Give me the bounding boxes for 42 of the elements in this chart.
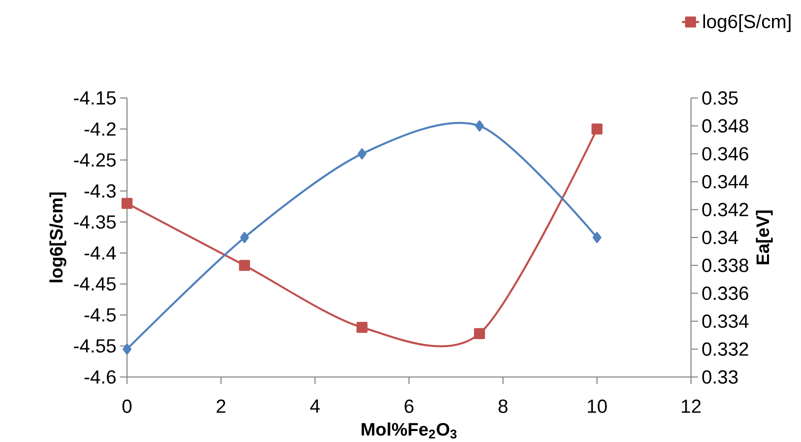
y2-tick-label: 0.332 bbox=[702, 342, 748, 356]
y-tick-label: -4.55 bbox=[74, 339, 116, 353]
y-tick-label: -4.3 bbox=[84, 184, 116, 198]
point bbox=[592, 232, 602, 243]
x-tick-label: 6 bbox=[404, 400, 414, 413]
y-tick-label: -4.25 bbox=[74, 153, 116, 167]
y2-tick-label: 0.334 bbox=[702, 314, 749, 328]
y2-tick-label: 0.33 bbox=[702, 370, 738, 384]
x-tick-label: 12 bbox=[682, 400, 701, 413]
point bbox=[358, 148, 366, 160]
x-tick-label: 0 bbox=[122, 400, 132, 413]
y2-tick-label: 0.34 bbox=[702, 230, 738, 244]
y-tick-label: -4.15 bbox=[74, 91, 116, 105]
y-tick-label: -4.2 bbox=[84, 122, 116, 136]
y2-axis-title: Ea[eV] bbox=[756, 210, 773, 264]
y-tick-label: -4.6 bbox=[84, 370, 116, 384]
y-tick-label: -4.4 bbox=[84, 246, 116, 260]
point bbox=[240, 232, 249, 243]
y2-tick-label: 0.336 bbox=[702, 286, 748, 300]
y-tick-label: -4.5 bbox=[84, 308, 116, 322]
point bbox=[356, 322, 368, 333]
point bbox=[122, 344, 132, 355]
y2-tick-label: 0.338 bbox=[702, 258, 748, 272]
y-tick-label: -4.35 bbox=[74, 215, 116, 229]
y2-tick-label: 0.342 bbox=[702, 202, 748, 216]
x-tick-label: 4 bbox=[310, 400, 320, 413]
point bbox=[592, 123, 602, 134]
x-tick-label: 10 bbox=[588, 400, 607, 413]
point bbox=[122, 198, 133, 209]
point bbox=[474, 328, 485, 340]
y2-tick-label: 0.346 bbox=[702, 147, 748, 161]
y-axis-title: log6[S/cm] bbox=[49, 192, 66, 282]
point bbox=[239, 260, 250, 271]
y-tick-label: -4.45 bbox=[74, 277, 116, 291]
y2-tick-label: 0.35 bbox=[702, 91, 738, 105]
legend-label: log6[S/cm] bbox=[703, 14, 790, 32]
y2-tick-label: 0.344 bbox=[702, 174, 749, 188]
x-tick-label: 2 bbox=[216, 400, 226, 413]
x-axis-title: Mol%Fe$_{2}$O$_{3}$ bbox=[362, 422, 457, 439]
point bbox=[475, 120, 484, 132]
x-tick-label: 8 bbox=[498, 400, 508, 413]
y2-tick-label: 0.348 bbox=[702, 119, 748, 133]
